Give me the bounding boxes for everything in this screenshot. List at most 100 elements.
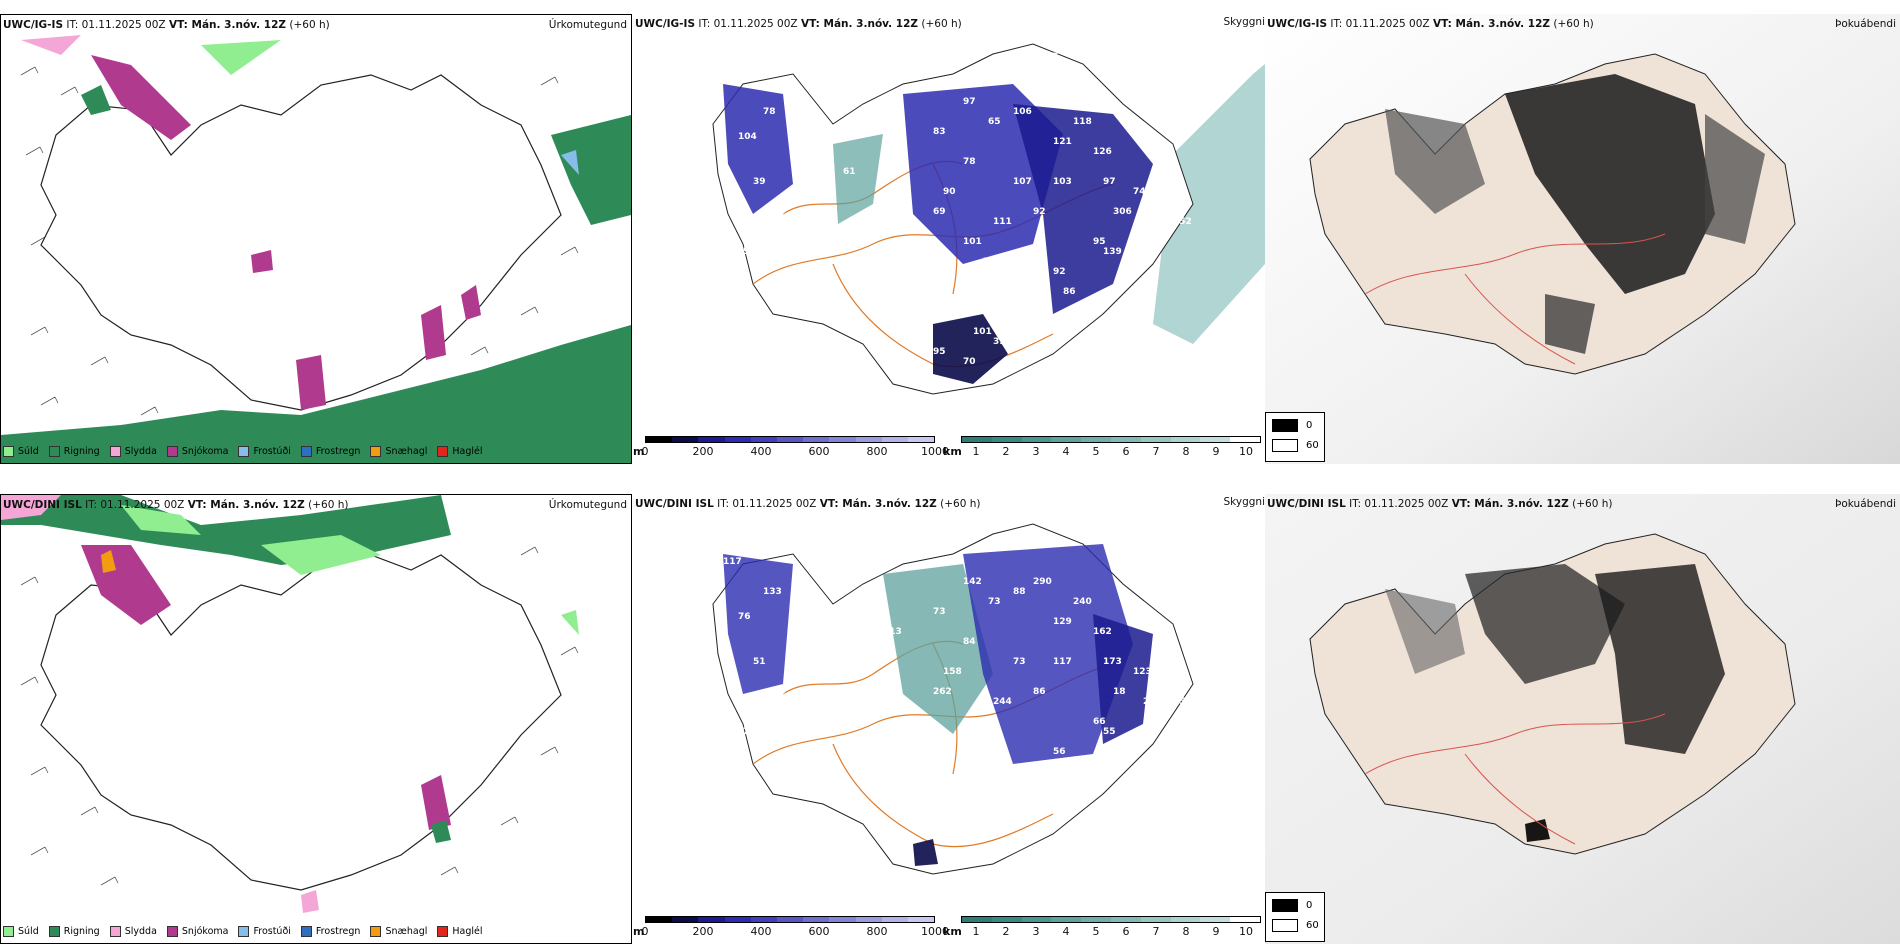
colorbar-segment xyxy=(724,917,751,922)
colorbar-segment xyxy=(1110,917,1141,922)
cloud-panel-name-row1: Skyggni xyxy=(1223,16,1266,28)
cloud-map-row1: 1157810446392956611897837890651061081211… xyxy=(633,14,1265,434)
legend-label: Frostúði xyxy=(253,926,291,937)
cloud-base-value: 73 xyxy=(933,607,946,617)
fog-legend-row1: 0 60 xyxy=(1265,412,1325,462)
cloud-base-value: 111 xyxy=(993,217,1012,227)
legend-label: Súld xyxy=(18,446,39,457)
colorbar-tick: 800 xyxy=(866,445,888,458)
legend-swatch xyxy=(3,446,14,457)
legend-label: Haglél xyxy=(452,446,483,457)
cloud-base-labels-row1: 1157810446392956611897837890651061081211… xyxy=(723,47,1192,387)
colorbar-segment xyxy=(1230,917,1260,922)
colorbar-tick: 2 xyxy=(1002,445,1010,458)
fog-panel-row1: UWC/IG-IS IT: 01.11.2025 00Z VT: Mán. 3.… xyxy=(1265,14,1900,464)
colorbar-segment xyxy=(991,437,1022,442)
cloud-base-value: 83 xyxy=(933,127,946,137)
cloud-base-value: 63 xyxy=(773,687,786,697)
fog-panel-name-row1: Þokuábendi xyxy=(1835,18,1896,30)
cloud-base-strip xyxy=(645,916,935,923)
cloud-base-value: 74 xyxy=(1133,187,1146,197)
legend-swatch xyxy=(166,926,178,937)
cloud-base-value: 117 xyxy=(723,557,742,567)
visibility-strip xyxy=(961,916,1261,923)
cloud-base-value: 84 xyxy=(963,637,976,647)
fog-legend-row2: 0 60 xyxy=(1265,892,1325,942)
lead-time: (+60 h) xyxy=(308,499,349,511)
valid-time: VT: Mán. 3.nóv. 12Z xyxy=(187,499,305,511)
cloud-base-value: 41 xyxy=(1073,67,1086,77)
valid-time: VT: Mán. 3.nóv. 12Z xyxy=(819,498,937,510)
model-name: UWC/DINI ISL xyxy=(635,498,714,510)
cloud-base-value: 652 xyxy=(1173,217,1192,227)
fog-title-row2: UWC/DINI ISL IT: 01.11.2025 00Z VT: Mán.… xyxy=(1267,498,1613,510)
legend-item: Súld xyxy=(3,446,39,457)
fog-roads-row2 xyxy=(1364,713,1666,845)
cloud-base-strip xyxy=(645,436,935,443)
colorbar-segment xyxy=(776,437,804,442)
visibility-unit: km xyxy=(943,925,962,938)
colorbar-segment xyxy=(750,437,777,442)
colorbar-segment xyxy=(881,437,908,442)
colorbar-segment xyxy=(750,917,777,922)
cloud-base-value: 70 xyxy=(1143,217,1156,227)
iceland-precip-map-row2 xyxy=(1,495,631,943)
cloud-base-value: 162 xyxy=(1093,627,1112,637)
legend-item: Haglél xyxy=(437,446,483,457)
fog-panel-name-row2: Þokuábendi xyxy=(1835,498,1896,510)
cloud-base-value: 106 xyxy=(1013,107,1032,117)
colorbar-segment xyxy=(1170,917,1201,922)
cloud-base-value: 73 xyxy=(988,597,1001,607)
cloud-title-row2: UWC/DINI ISL IT: 01.11.2025 00Z VT: Mán.… xyxy=(635,498,981,510)
legend-swatch xyxy=(370,446,382,457)
cloud-base-value: 126 xyxy=(1093,147,1112,157)
cloud-base-value: 158 xyxy=(943,667,962,677)
cloud-panel-row1: 115 78 104 46 39 29 56 61 18 97 83 78 90 65 106 108 121 1… xyxy=(633,14,1265,464)
colorbar-segment xyxy=(1140,437,1171,442)
colorbar-segment xyxy=(803,917,830,922)
legend-item: Frostregn xyxy=(300,926,360,937)
cloud-base-value: 101 xyxy=(963,237,982,247)
cloud-base-value: 55 xyxy=(1103,727,1116,737)
cloud-base-value: 56 xyxy=(743,247,756,257)
legend-swatch xyxy=(238,926,250,937)
colorbar-tick: 200 xyxy=(692,445,714,458)
cloud-base-value: 44 xyxy=(883,227,896,237)
cloud-base-value: 157 xyxy=(1173,697,1192,707)
precip-legend-row1: Súld Rigning Slydda Snjókoma Frostúði Frostre… xyxy=(3,446,483,457)
colorbar-segment xyxy=(1200,437,1231,442)
colorbar-segment xyxy=(646,437,673,442)
lead-time: (+60 h) xyxy=(289,19,330,31)
cloud-base-value: 76 xyxy=(933,377,946,387)
legend-item: Snæhagl xyxy=(370,926,427,937)
valid-time: VT: Mán. 3.nóv. 12Z xyxy=(1451,498,1569,510)
colorbar-tick: 5 xyxy=(1092,445,1100,458)
cloud-base-labels-row2: 117 133 76 87 51 63 76 32 113 142 73 84 158 73 88 290 12… xyxy=(723,557,1192,797)
cloud-base-value: 327 xyxy=(1103,62,1122,72)
cloud-base-value: 152 xyxy=(963,717,982,727)
lead-time: (+60 h) xyxy=(1572,498,1613,510)
cloud-base-value: 121 xyxy=(1053,137,1072,147)
model-name: UWC/IG-IS xyxy=(1267,18,1328,30)
precip-legend-row2: Súld Rigning Slydda Snjókoma Frostúði Frostre… xyxy=(3,926,483,937)
colorbar-tick: 1 xyxy=(972,445,980,458)
legend-item: Slydda xyxy=(109,446,157,457)
colorbar-segment xyxy=(1140,917,1171,922)
cloud-base-value: 103 xyxy=(1053,177,1072,187)
colorbar-tick: 2 xyxy=(1002,925,1010,938)
cloud-base-value: 244 xyxy=(993,697,1012,707)
cloud-base-value: 46 xyxy=(793,147,806,157)
colorbar-segment xyxy=(698,917,725,922)
colorbar-tick: 0 xyxy=(641,925,649,938)
cloud-base-value: 262 xyxy=(933,687,952,697)
visibility-colorbar-row1: km 1 2 3 4 5 6 7 8 9 10 xyxy=(943,436,1265,462)
legend-label: Slydda xyxy=(124,926,157,937)
cloud-base-value: 76 xyxy=(738,612,751,622)
cloud-base-value: 310 xyxy=(1083,787,1102,797)
legend-label: Frostregn xyxy=(315,446,361,457)
cloud-base-value: 107 xyxy=(1013,177,1032,187)
cloud-base-value: 51 xyxy=(753,657,766,667)
cloud-base-fields-row1 xyxy=(723,84,1153,384)
cloud-base-value: 82 xyxy=(833,257,846,267)
init-time: IT: 01.11.2025 00Z xyxy=(1349,498,1449,510)
